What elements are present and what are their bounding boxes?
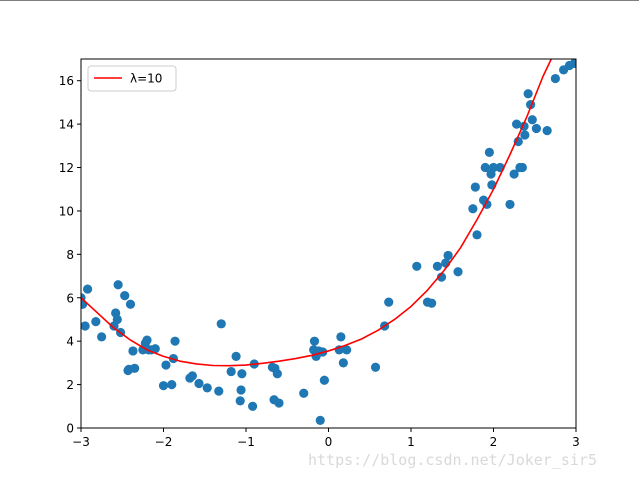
scatter-point bbox=[542, 126, 552, 136]
x-tick-label: −2 bbox=[155, 435, 173, 449]
scatter-point bbox=[309, 336, 320, 346]
scatter-point bbox=[236, 385, 246, 395]
watermark-text: https://blog.csdn.net/Joker_sir5 bbox=[308, 451, 597, 469]
legend: λ=10 bbox=[87, 65, 177, 92]
scatter-point bbox=[480, 162, 490, 173]
plot-area bbox=[81, 59, 576, 428]
scatter-point bbox=[453, 267, 463, 277]
scatter-point bbox=[468, 204, 478, 214]
top-border-line bbox=[0, 0, 639, 1]
y-tick-label: 16 bbox=[59, 74, 74, 88]
x-axis: −3 −2 −1 0 1 2 3 bbox=[72, 428, 580, 449]
scatter-point bbox=[432, 261, 442, 271]
scatter-point bbox=[342, 345, 352, 355]
scatter-point bbox=[194, 378, 204, 389]
y-tick-label: 2 bbox=[66, 378, 74, 392]
scatter-point bbox=[412, 261, 422, 271]
scatter-point bbox=[161, 360, 171, 370]
scatter-point bbox=[488, 162, 499, 173]
scatter-point bbox=[470, 182, 480, 192]
legend-label: λ=10 bbox=[130, 72, 162, 86]
x-tick-label: −3 bbox=[72, 435, 90, 449]
scatter-point bbox=[128, 346, 138, 356]
y-tick-label: 12 bbox=[59, 161, 74, 175]
scatter-point bbox=[319, 375, 329, 385]
y-tick-label: 8 bbox=[66, 248, 74, 262]
scatter-point bbox=[517, 162, 527, 173]
scatter-point bbox=[472, 230, 482, 240]
scatter-point bbox=[167, 379, 177, 390]
scatter-point bbox=[272, 369, 282, 379]
scatter-point bbox=[274, 398, 284, 408]
x-tick-label: 0 bbox=[325, 435, 333, 449]
scatter-point bbox=[336, 332, 346, 342]
y-tick-label: 6 bbox=[66, 291, 74, 305]
scatter-point bbox=[523, 89, 533, 99]
scatter-point bbox=[505, 199, 515, 210]
scatter-point bbox=[158, 381, 169, 391]
scatter-series bbox=[81, 59, 576, 425]
scatter-point bbox=[216, 319, 226, 329]
scatter-point bbox=[214, 386, 224, 396]
scatter-point bbox=[511, 119, 522, 129]
x-tick-label: 1 bbox=[407, 435, 415, 449]
scatter-point bbox=[130, 363, 140, 373]
scatter-point bbox=[370, 362, 381, 372]
scatter-point bbox=[81, 321, 90, 331]
scatter-point bbox=[484, 147, 494, 157]
scatter-point bbox=[436, 272, 447, 282]
y-tick-label: 14 bbox=[59, 118, 74, 132]
scatter-point bbox=[91, 317, 101, 327]
fit-line bbox=[81, 59, 553, 367]
scatter-point bbox=[231, 351, 241, 361]
scatter-point bbox=[443, 250, 453, 261]
x-tick-label: 2 bbox=[490, 435, 498, 449]
scatter-point bbox=[550, 73, 560, 84]
x-tick-label: 3 bbox=[572, 435, 580, 449]
scatter-point bbox=[81, 299, 88, 309]
scatter-point bbox=[83, 284, 93, 294]
scatter-point bbox=[299, 388, 309, 398]
scatter-point bbox=[113, 280, 123, 290]
y-axis: 0 2 4 6 8 10 12 14 16 bbox=[59, 74, 81, 436]
scatter-point bbox=[187, 371, 197, 381]
scatter-point bbox=[338, 358, 348, 368]
scatter-point bbox=[202, 383, 212, 393]
y-tick-label: 0 bbox=[66, 422, 74, 436]
scatter-point bbox=[150, 344, 160, 354]
scatter-point bbox=[237, 369, 247, 379]
scatter-point bbox=[384, 297, 394, 307]
scatter-point bbox=[97, 332, 107, 342]
scatter-point bbox=[112, 314, 122, 325]
scatter-point bbox=[527, 115, 537, 125]
scatter-point bbox=[125, 299, 136, 309]
scatter-point bbox=[235, 396, 245, 406]
y-tick-label: 10 bbox=[59, 204, 74, 218]
x-tick-label: −1 bbox=[237, 435, 255, 449]
scatter-point bbox=[509, 169, 519, 179]
legend-box bbox=[87, 65, 177, 92]
scatter-point bbox=[226, 366, 236, 377]
scatter-point bbox=[427, 298, 437, 308]
y-tick-label: 4 bbox=[66, 335, 74, 349]
scatter-point bbox=[531, 123, 542, 134]
scatter-point bbox=[120, 290, 130, 301]
scatter-point bbox=[248, 401, 258, 411]
scatter-point bbox=[513, 136, 523, 147]
scatter-point bbox=[315, 415, 325, 425]
scatter-point bbox=[569, 59, 576, 68]
scatter-point bbox=[520, 130, 530, 140]
scatter-point bbox=[140, 338, 150, 348]
line-series bbox=[81, 59, 553, 367]
scatter-point bbox=[170, 336, 180, 346]
